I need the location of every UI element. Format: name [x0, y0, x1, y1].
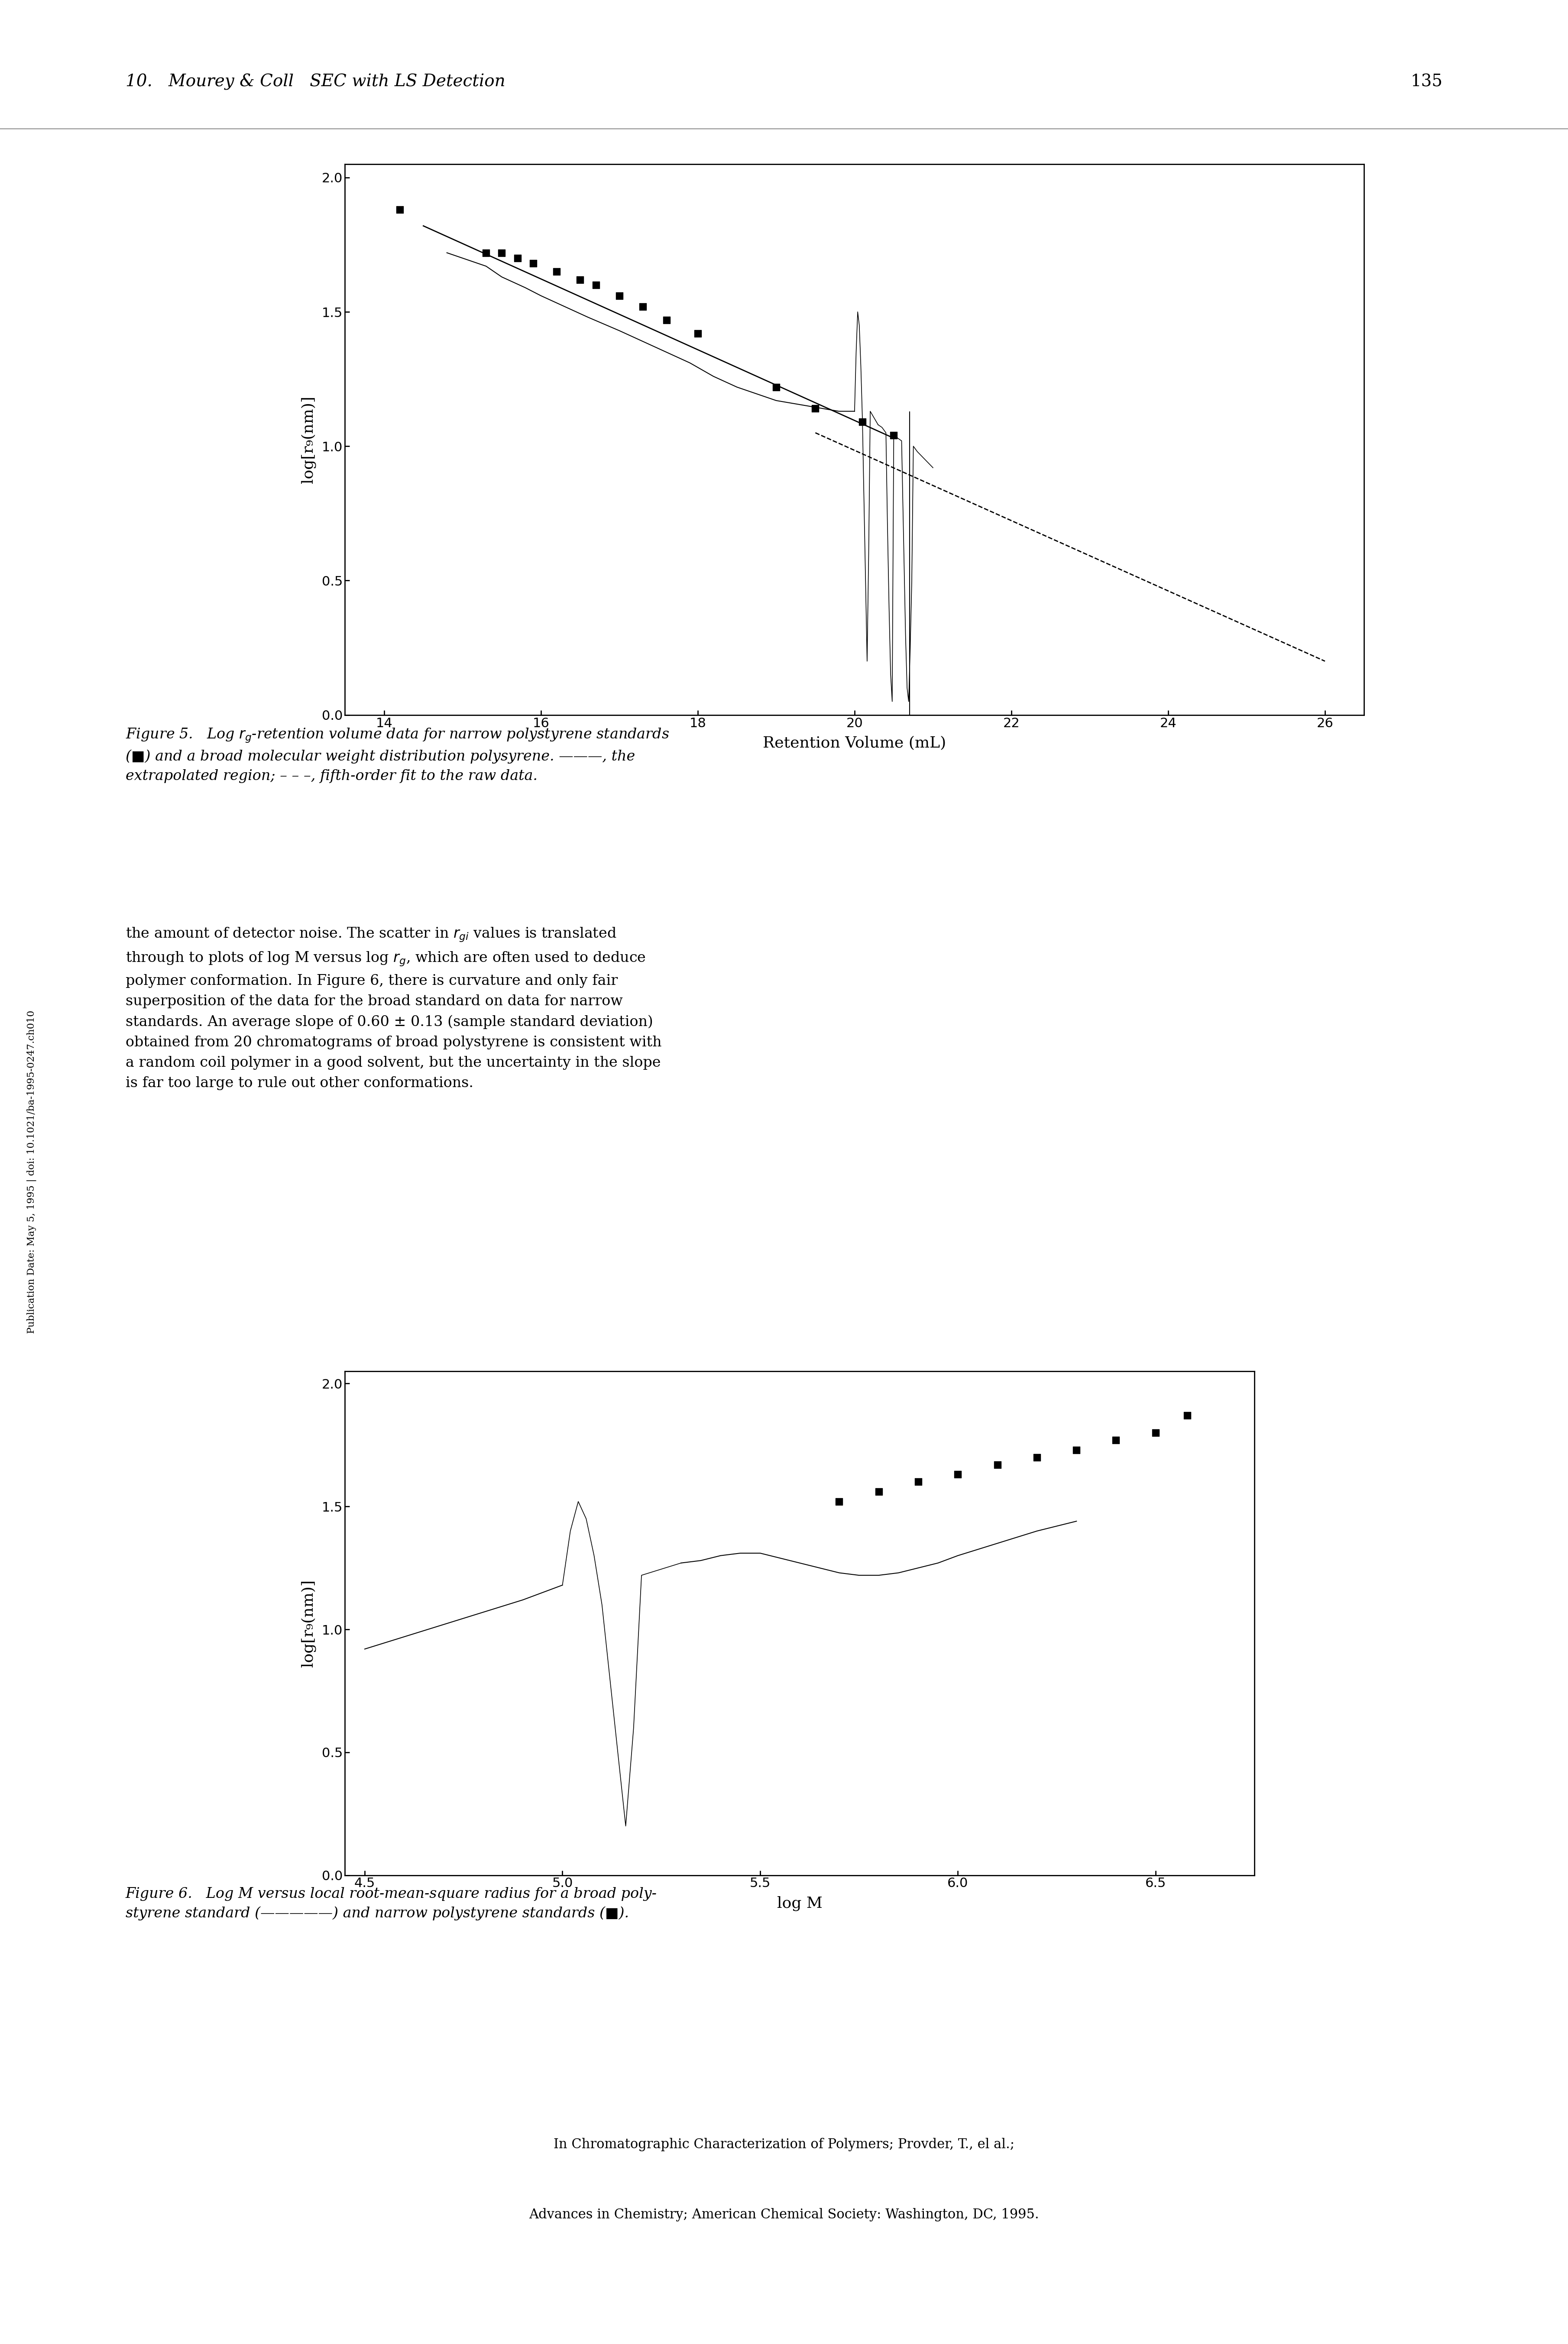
Point: [630, 288, 655, 326]
Text: Figure 6.   Log M versus local root-mean-square radius for a broad poly-
styrene: Figure 6. Log M versus local root-mean-s…: [125, 1887, 657, 1920]
Point: [387, 190, 412, 227]
Text: the amount of detector noise. The scatter in $r_{gi}$ values is translated
throu: the amount of detector noise. The scatte…: [125, 926, 662, 1090]
Point: [1143, 1413, 1168, 1451]
Point: [764, 368, 789, 406]
Point: [1024, 1439, 1049, 1477]
Point: [946, 1456, 971, 1493]
Y-axis label: log[r₉(nm)]: log[r₉(nm)]: [301, 1580, 315, 1667]
Point: [985, 1446, 1010, 1484]
Point: [826, 1484, 851, 1521]
X-axis label: Retention Volume (mL): Retention Volume (mL): [764, 736, 946, 750]
Point: [568, 260, 593, 298]
Point: [803, 389, 828, 427]
Y-axis label: log[r₉(nm)]: log[r₉(nm)]: [301, 396, 315, 483]
Point: [685, 314, 710, 352]
Point: [544, 253, 569, 291]
Point: [1065, 1432, 1090, 1470]
Text: 135: 135: [1411, 75, 1443, 89]
Text: Figure 5.   Log $r_g$-retention volume data for narrow polystyrene standards
(■): Figure 5. Log $r_g$-retention volume dat…: [125, 727, 670, 783]
Point: [505, 239, 530, 277]
Point: [521, 244, 546, 281]
X-axis label: log M: log M: [778, 1896, 822, 1910]
Point: [1104, 1420, 1129, 1458]
Point: [1174, 1397, 1200, 1435]
Text: Advances in Chemistry; American Chemical Society: Washington, DC, 1995.: Advances in Chemistry; American Chemical…: [528, 2208, 1040, 2222]
Point: [654, 300, 679, 338]
Point: [881, 417, 906, 455]
Text: Publication Date: May 5, 1995 | doi: 10.1021/ba-1995-0247.ch010: Publication Date: May 5, 1995 | doi: 10.…: [27, 1010, 36, 1334]
Point: [850, 403, 875, 441]
Point: [474, 234, 499, 272]
Point: [866, 1472, 891, 1510]
Point: [607, 277, 632, 314]
Point: [906, 1463, 931, 1500]
Text: 10.   Mourey & Coll   SEC with LS Detection: 10. Mourey & Coll SEC with LS Detection: [125, 73, 505, 91]
Text: In Chromatographic Characterization of Polymers; Provder, T., el al.;: In Chromatographic Characterization of P…: [554, 2138, 1014, 2152]
Point: [489, 234, 514, 272]
Point: [583, 267, 608, 305]
